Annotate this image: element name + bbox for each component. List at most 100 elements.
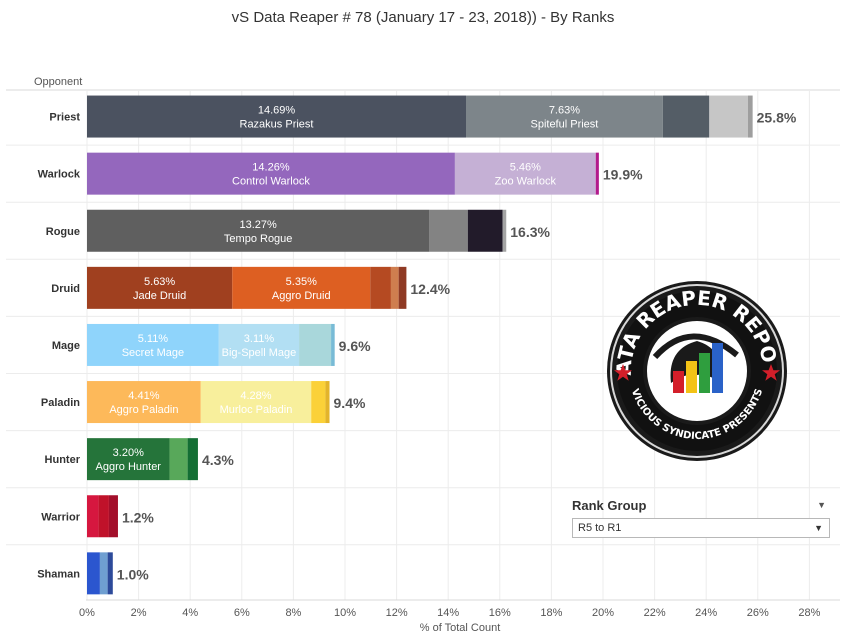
- filter-menu-caret-icon[interactable]: ▼: [817, 500, 826, 510]
- bar-total-label: 9.6%: [339, 338, 371, 354]
- x-tick-label: 12%: [386, 607, 408, 619]
- segment-percent-label: 3.11%: [244, 333, 275, 345]
- bar-row-mage: Mage 5.11% Secret Mage 3.11% Big-Spell Mage 9…: [6, 315, 840, 366]
- bar-segment: [87, 381, 201, 424]
- bar-total-label: 16.3%: [510, 224, 550, 240]
- x-tick-label: 28%: [798, 607, 820, 619]
- bar-segment: [108, 495, 118, 538]
- bar-segment: [747, 95, 753, 138]
- bar-segment: [99, 552, 108, 595]
- x-tick-label: 14%: [437, 607, 459, 619]
- segment-deck-label: Aggro Paladin: [109, 404, 178, 416]
- star-right-icon: [762, 364, 780, 381]
- category-label: Rogue: [46, 226, 80, 238]
- x-tick-label: 4%: [182, 607, 198, 619]
- segment-deck-label: Control Warlock: [232, 176, 310, 188]
- bar-segment: [87, 209, 430, 252]
- x-tick-label: 26%: [747, 607, 769, 619]
- bar-segment: [331, 323, 335, 366]
- reaper-scythe-icon: [652, 333, 739, 360]
- x-tick-label: 22%: [644, 607, 666, 619]
- bar-segment: [232, 266, 371, 309]
- segment-deck-label: Secret Mage: [122, 347, 184, 359]
- bar-segment: [662, 95, 710, 138]
- bar-row-warrior: Warrior 1.2%: [6, 487, 840, 538]
- x-tick-label: 20%: [592, 607, 614, 619]
- bar-segment: [311, 381, 326, 424]
- rank-group-title: Rank Group: [572, 498, 647, 513]
- segment-percent-label: 4.41%: [128, 390, 159, 402]
- x-axis-title: % of Total Count: [420, 622, 501, 634]
- segment-percent-label: 13.27%: [240, 219, 278, 231]
- segment-percent-label: 7.63%: [549, 105, 580, 117]
- segment-deck-label: Aggro Hunter: [96, 461, 162, 473]
- segment-deck-label: Aggro Druid: [272, 290, 331, 302]
- bar-segment: [709, 95, 748, 138]
- segment-deck-label: Zoo Warlock: [495, 176, 557, 188]
- data-reaper-logo: DATA REAPER REPORT VICIOUS SYNDICATE PRE…: [607, 281, 787, 461]
- bar-segment: [398, 266, 407, 309]
- bar-segment: [200, 381, 312, 424]
- x-tick-label: 6%: [234, 607, 250, 619]
- bar-total-label: 9.4%: [334, 395, 366, 411]
- bar-total-label: 19.9%: [603, 167, 643, 183]
- category-label: Paladin: [41, 397, 80, 409]
- category-label: Warrior: [41, 511, 80, 523]
- bar-segment: [87, 323, 219, 366]
- y-axis-title: Opponent: [34, 76, 82, 88]
- bar-segment: [98, 495, 109, 538]
- rank-group-dropdown[interactable]: R5 to R1 ▼: [572, 518, 830, 538]
- bar-segment: [218, 323, 300, 366]
- category-label: Hunter: [45, 454, 81, 466]
- bar-total-label: 25.8%: [757, 110, 797, 126]
- segment-deck-label: Murloc Paladin: [220, 404, 293, 416]
- bar-segment: [390, 266, 399, 309]
- segment-percent-label: 5.46%: [510, 162, 541, 174]
- bar-segment: [370, 266, 391, 309]
- bar-chart-emblem-icon: [673, 343, 723, 393]
- bar-segment: [299, 323, 332, 366]
- category-label: Druid: [51, 283, 80, 295]
- bar-segment: [325, 381, 330, 424]
- rank-group-selected-value: R5 to R1: [578, 522, 622, 534]
- rank-group-filter: Rank Group ▼ R5 to R1 ▼: [572, 497, 830, 538]
- segment-deck-label: Spiteful Priest: [530, 119, 598, 131]
- x-tick-label: 10%: [334, 607, 356, 619]
- x-tick-label: 24%: [695, 607, 717, 619]
- bar-segment: [467, 209, 503, 252]
- bar-row-hunter: Hunter 3.20% Aggro Hunter 4.3%: [6, 430, 840, 481]
- category-label: Shaman: [37, 568, 80, 580]
- bar-row-druid: Druid 5.63% Jade Druid 5.35% Aggro Druid 12.4…: [6, 258, 840, 309]
- segment-deck-label: Big-Spell Mage: [222, 347, 297, 359]
- bar-segment: [187, 438, 198, 481]
- x-tick-label: 0%: [79, 607, 95, 619]
- bar-segment: [454, 152, 596, 195]
- x-tick-label: 2%: [131, 607, 147, 619]
- bar-total-label: 4.3%: [202, 452, 234, 468]
- bar-row-rogue: Rogue 13.27% Tempo Rogue 16.3%: [6, 201, 840, 252]
- segment-deck-label: Jade Druid: [133, 290, 186, 302]
- bar-total-label: 1.2%: [122, 509, 154, 525]
- segment-deck-label: Tempo Rogue: [224, 233, 293, 245]
- bar-total-label: 12.4%: [410, 281, 450, 297]
- segment-percent-label: 5.63%: [144, 276, 175, 288]
- segment-deck-label: Razakus Priest: [240, 119, 314, 131]
- x-axis-ticks: 0% 2% 4% 6% 8% 10% 12% 14% 16% 18% 20% 22% 24% 26% 28%: [79, 607, 821, 619]
- bar-segment: [107, 552, 113, 595]
- bar-segment: [502, 209, 507, 252]
- bar-segment: [87, 152, 455, 195]
- segment-percent-label: 14.69%: [258, 105, 296, 117]
- bar-segment: [429, 209, 468, 252]
- x-tick-label: 18%: [540, 607, 562, 619]
- bar-total-label: 1.0%: [117, 566, 149, 582]
- bar-row-priest: Priest 14.69% Razakus Priest 7.63% Spiteful …: [49, 95, 797, 138]
- bar-segment: [466, 95, 663, 138]
- chart-title: vS Data Reaper # 78 (January 17 - 23, 20…: [232, 9, 615, 26]
- x-tick-label: 16%: [489, 607, 511, 619]
- segment-percent-label: 5.11%: [138, 333, 169, 345]
- segment-percent-label: 5.35%: [286, 276, 317, 288]
- category-label: Priest: [49, 112, 80, 124]
- star-left-icon: [614, 364, 632, 381]
- bar-segment: [169, 438, 188, 481]
